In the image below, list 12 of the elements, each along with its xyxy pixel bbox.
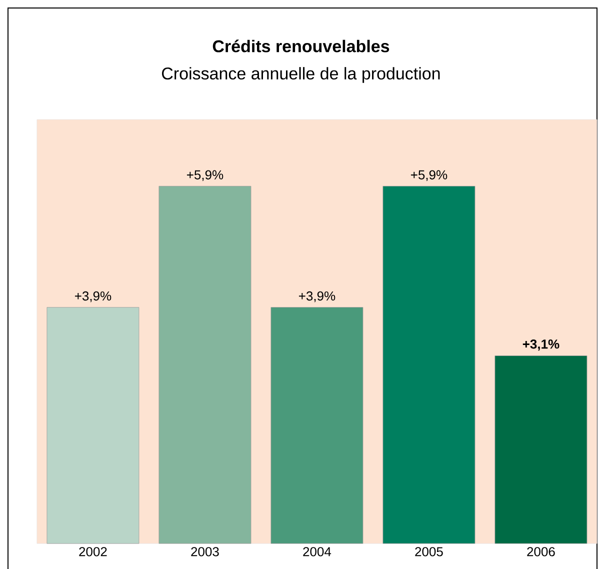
data-label: +3,9% — [74, 291, 112, 302]
x-tick-label: 2005 — [415, 547, 443, 556]
data-label: +5,9% — [186, 170, 224, 181]
data-label: +3,9% — [298, 291, 336, 302]
x-tick-label: 2003 — [191, 547, 219, 556]
x-tick-label: 2006 — [527, 547, 555, 556]
chart-title: Crédits renouvelables — [212, 40, 390, 52]
data-label: +3,1% — [522, 339, 560, 351]
x-tick-label: 2004 — [303, 547, 332, 556]
x-tick-label: 2002 — [79, 547, 107, 556]
chart-subtitle: Croissance annuelle de la production — [162, 67, 440, 83]
data-label: +5,9% — [410, 170, 448, 181]
